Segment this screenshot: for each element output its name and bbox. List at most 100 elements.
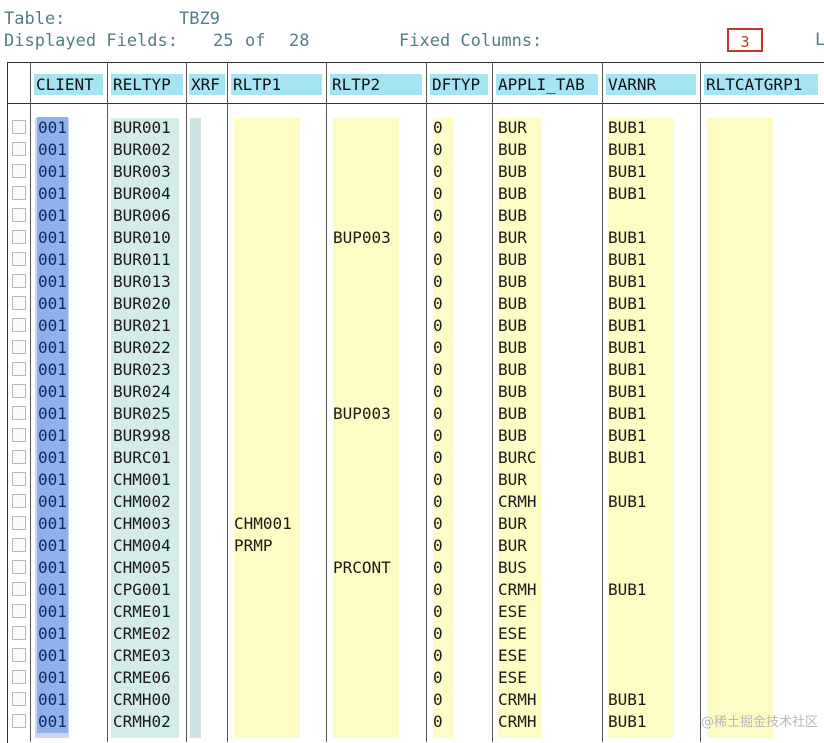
row-select-checkbox[interactable] — [12, 384, 26, 398]
table-row[interactable]: 001 CHM004 PRMP 0 BUR — [0, 535, 824, 557]
dftyp-cell[interactable]: 0 — [433, 448, 443, 467]
reltyp-cell[interactable]: CRME01 — [113, 602, 171, 621]
appli-tab-cell[interactable]: BUB — [498, 272, 527, 291]
row-select-checkbox[interactable] — [12, 560, 26, 574]
client-cell[interactable]: 001 — [37, 249, 68, 271]
row-select-checkbox[interactable] — [12, 692, 26, 706]
appli-tab-cell[interactable]: ESE — [498, 602, 527, 621]
client-cell[interactable]: 001 — [37, 513, 68, 535]
table-row[interactable]: 001 BUR010 BUP003 0 BUR BUB1 — [0, 227, 824, 249]
reltyp-cell[interactable]: BUR020 — [113, 294, 171, 313]
varnr-cell[interactable]: BUB1 — [608, 228, 647, 247]
reltyp-cell[interactable]: BUR024 — [113, 382, 171, 401]
row-select-checkbox[interactable] — [12, 428, 26, 442]
rltp2-cell[interactable]: PRCONT — [333, 558, 391, 577]
appli-tab-cell[interactable]: BUB — [498, 206, 527, 225]
client-cell[interactable]: 001 — [37, 205, 68, 227]
client-cell[interactable]: 001 — [37, 117, 68, 139]
client-cell[interactable]: 001 — [37, 315, 68, 337]
client-cell[interactable]: 001 — [37, 557, 68, 579]
varnr-cell[interactable]: BUB1 — [608, 118, 647, 137]
rltp2-cell[interactable]: BUP003 — [333, 404, 391, 423]
table-row[interactable]: 001 CRMH02 0 CRMH BUB1 — [0, 711, 824, 733]
dftyp-cell[interactable]: 0 — [433, 338, 443, 357]
reltyp-cell[interactable]: BUR023 — [113, 360, 171, 379]
fixed-columns-input[interactable]: 3 — [727, 28, 763, 52]
client-cell[interactable]: 001 — [37, 139, 68, 161]
client-cell[interactable]: 001 — [37, 535, 68, 557]
table-row[interactable]: 001 BUR001 0 BUR BUB1 — [0, 117, 824, 139]
column-header-reltyp[interactable]: RELTYP — [111, 74, 183, 95]
table-row[interactable]: 001 CRMH00 0 CRMH BUB1 — [0, 689, 824, 711]
row-select-checkbox[interactable] — [12, 538, 26, 552]
client-cell[interactable]: 001 — [37, 183, 68, 205]
client-cell[interactable]: 001 — [37, 645, 68, 667]
client-cell[interactable]: 001 — [37, 447, 68, 469]
varnr-cell[interactable]: BUB1 — [608, 690, 647, 709]
rltp1-cell[interactable]: CHM001 — [234, 514, 292, 533]
appli-tab-cell[interactable]: CRMH — [498, 690, 537, 709]
appli-tab-cell[interactable]: BUB — [498, 338, 527, 357]
dftyp-cell[interactable]: 0 — [433, 228, 443, 247]
dftyp-cell[interactable]: 0 — [433, 712, 443, 731]
row-select-checkbox[interactable] — [12, 406, 26, 420]
row-select-checkbox[interactable] — [12, 362, 26, 376]
reltyp-cell[interactable]: BUR011 — [113, 250, 171, 269]
client-cell[interactable]: 001 — [37, 689, 68, 711]
dftyp-cell[interactable]: 0 — [433, 316, 443, 335]
table-row[interactable]: 001 CHM003 CHM001 0 BUR — [0, 513, 824, 535]
row-select-checkbox[interactable] — [12, 670, 26, 684]
column-header-varnr[interactable]: VARNR — [606, 74, 696, 95]
reltyp-cell[interactable]: CHM004 — [113, 536, 171, 555]
appli-tab-cell[interactable]: ESE — [498, 624, 527, 643]
row-select-checkbox[interactable] — [12, 472, 26, 486]
varnr-cell[interactable]: BUB1 — [608, 162, 647, 181]
row-select-checkbox[interactable] — [12, 340, 26, 354]
appli-tab-cell[interactable]: BUB — [498, 426, 527, 445]
client-cell[interactable]: 001 — [37, 359, 68, 381]
varnr-cell[interactable]: BUB1 — [608, 580, 647, 599]
reltyp-cell[interactable]: BUR998 — [113, 426, 171, 445]
table-row[interactable]: 001 CHM001 0 BUR — [0, 469, 824, 491]
column-header-dftyp[interactable]: DFTYP — [430, 74, 488, 95]
appli-tab-cell[interactable]: CRMH — [498, 492, 537, 511]
reltyp-cell[interactable]: BUR002 — [113, 140, 171, 159]
row-select-checkbox[interactable] — [12, 450, 26, 464]
row-select-checkbox[interactable] — [12, 582, 26, 596]
row-select-checkbox[interactable] — [12, 494, 26, 508]
table-row[interactable]: 001 BUR002 0 BUB BUB1 — [0, 139, 824, 161]
appli-tab-cell[interactable]: BUR — [498, 118, 527, 137]
reltyp-cell[interactable]: BUR022 — [113, 338, 171, 357]
varnr-cell[interactable]: BUB1 — [608, 250, 647, 269]
table-row[interactable]: 001 CRME01 0 ESE — [0, 601, 824, 623]
appli-tab-cell[interactable]: BUB — [498, 162, 527, 181]
row-select-checkbox[interactable] — [12, 318, 26, 332]
row-select-checkbox[interactable] — [12, 186, 26, 200]
dftyp-cell[interactable]: 0 — [433, 272, 443, 291]
reltyp-cell[interactable]: BUR021 — [113, 316, 171, 335]
appli-tab-cell[interactable]: BUB — [498, 184, 527, 203]
client-cell[interactable]: 001 — [37, 161, 68, 183]
rltp1-cell[interactable]: PRMP — [234, 536, 273, 555]
varnr-cell[interactable]: BUB1 — [608, 404, 647, 423]
rltp2-cell[interactable]: BUP003 — [333, 228, 391, 247]
dftyp-cell[interactable]: 0 — [433, 492, 443, 511]
appli-tab-cell[interactable]: BUB — [498, 382, 527, 401]
reltyp-cell[interactable]: BUR001 — [113, 118, 171, 137]
reltyp-cell[interactable]: CHM002 — [113, 492, 171, 511]
reltyp-cell[interactable]: CRME06 — [113, 668, 171, 687]
row-select-checkbox[interactable] — [12, 648, 26, 662]
reltyp-cell[interactable]: BURC01 — [113, 448, 171, 467]
client-cell[interactable]: 001 — [37, 337, 68, 359]
table-row[interactable]: 001 BUR025 BUP003 0 BUB BUB1 — [0, 403, 824, 425]
reltyp-cell[interactable]: BUR013 — [113, 272, 171, 291]
appli-tab-cell[interactable]: BUB — [498, 294, 527, 313]
dftyp-cell[interactable]: 0 — [433, 536, 443, 555]
client-cell[interactable]: 001 — [37, 293, 68, 315]
dftyp-cell[interactable]: 0 — [433, 690, 443, 709]
reltyp-cell[interactable]: CHM001 — [113, 470, 171, 489]
dftyp-cell[interactable]: 0 — [433, 140, 443, 159]
dftyp-cell[interactable]: 0 — [433, 558, 443, 577]
row-select-checkbox[interactable] — [12, 142, 26, 156]
column-header-appli-tab[interactable]: APPLI_TAB — [496, 74, 598, 95]
